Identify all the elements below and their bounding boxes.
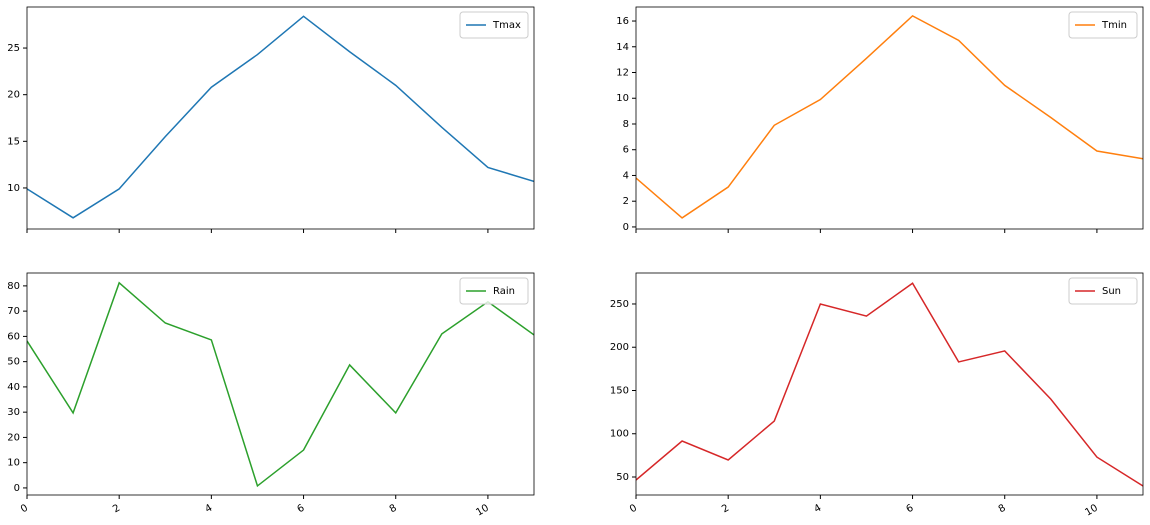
axes-frame [635, 6, 1144, 230]
x-tick-label: 0 [19, 503, 30, 516]
x-tick-label: 8 [997, 503, 1008, 516]
y-tick-label: 50 [616, 472, 629, 483]
x-tick-label: 6 [905, 503, 916, 516]
axes: 50 100 150 200 250 0 2 4 6 8 10 Sun [610, 272, 1144, 519]
x-tick-label: 2 [111, 503, 122, 516]
x-tick-label: 10 [1083, 503, 1100, 519]
x-tick-label: 8 [388, 503, 399, 516]
axes-frame [26, 272, 535, 496]
y-tick-label: 20 [7, 432, 20, 443]
legend-box [1068, 277, 1138, 305]
y-tick-label: 15 [7, 136, 20, 147]
x-tick-label: 6 [296, 503, 307, 516]
y-tick-label: 10 [616, 93, 629, 104]
legend-label: Sun [1102, 286, 1121, 297]
legend-label: Tmin [1101, 20, 1127, 31]
axes: 10 15 20 25 Tmax [7, 6, 535, 233]
legend-box [1068, 11, 1138, 39]
y-tick-label: 60 [7, 331, 20, 342]
y-tick-label: 8 [623, 119, 629, 130]
y-tick-label: 2 [623, 196, 629, 207]
y-tick-label: 80 [7, 281, 20, 292]
y-tick-label: 25 [7, 43, 20, 54]
x-tick-label: 4 [812, 503, 823, 516]
x-tick-label: 4 [203, 503, 214, 516]
y-tick-label: 10 [7, 183, 20, 194]
line [27, 15, 534, 219]
y-tick-label: 200 [610, 342, 629, 353]
y-tick-label: 16 [616, 16, 629, 27]
line [27, 281, 534, 488]
line [636, 14, 1143, 219]
x-tick-label: 2 [720, 503, 731, 516]
y-tick-label: 10 [7, 458, 20, 469]
axes-frame [26, 6, 535, 230]
y-tick-label: 40 [7, 382, 20, 393]
legend-label: Tmax [492, 20, 521, 31]
legend-box [459, 277, 529, 305]
x-tick-label: 10 [474, 503, 491, 519]
y-tick-label: 150 [610, 385, 629, 396]
axes: 0 2 4 6 8 10 12 14 16 Tmin [616, 6, 1144, 233]
y-tick-label: 6 [623, 145, 629, 156]
y-tick-label: 12 [616, 68, 629, 79]
y-tick-label: 70 [7, 306, 20, 317]
y-tick-label: 30 [7, 407, 20, 418]
y-tick-label: 0 [14, 483, 20, 494]
y-tick-label: 20 [7, 90, 20, 101]
axes: 0 10 20 30 40 50 60 70 80 0 2 4 6 8 10 Rain [7, 272, 535, 519]
y-tick-label: 14 [616, 42, 629, 53]
y-tick-label: 250 [610, 299, 629, 310]
y-tick-label: 4 [623, 170, 629, 181]
legend-box [459, 11, 529, 39]
line [636, 282, 1143, 487]
x-tick-label: 0 [628, 503, 639, 516]
y-tick-label: 100 [610, 429, 629, 440]
y-tick-label: 0 [623, 222, 629, 233]
legend-label: Rain [493, 286, 515, 297]
y-tick-label: 50 [7, 357, 20, 368]
axes-frame [635, 272, 1144, 496]
